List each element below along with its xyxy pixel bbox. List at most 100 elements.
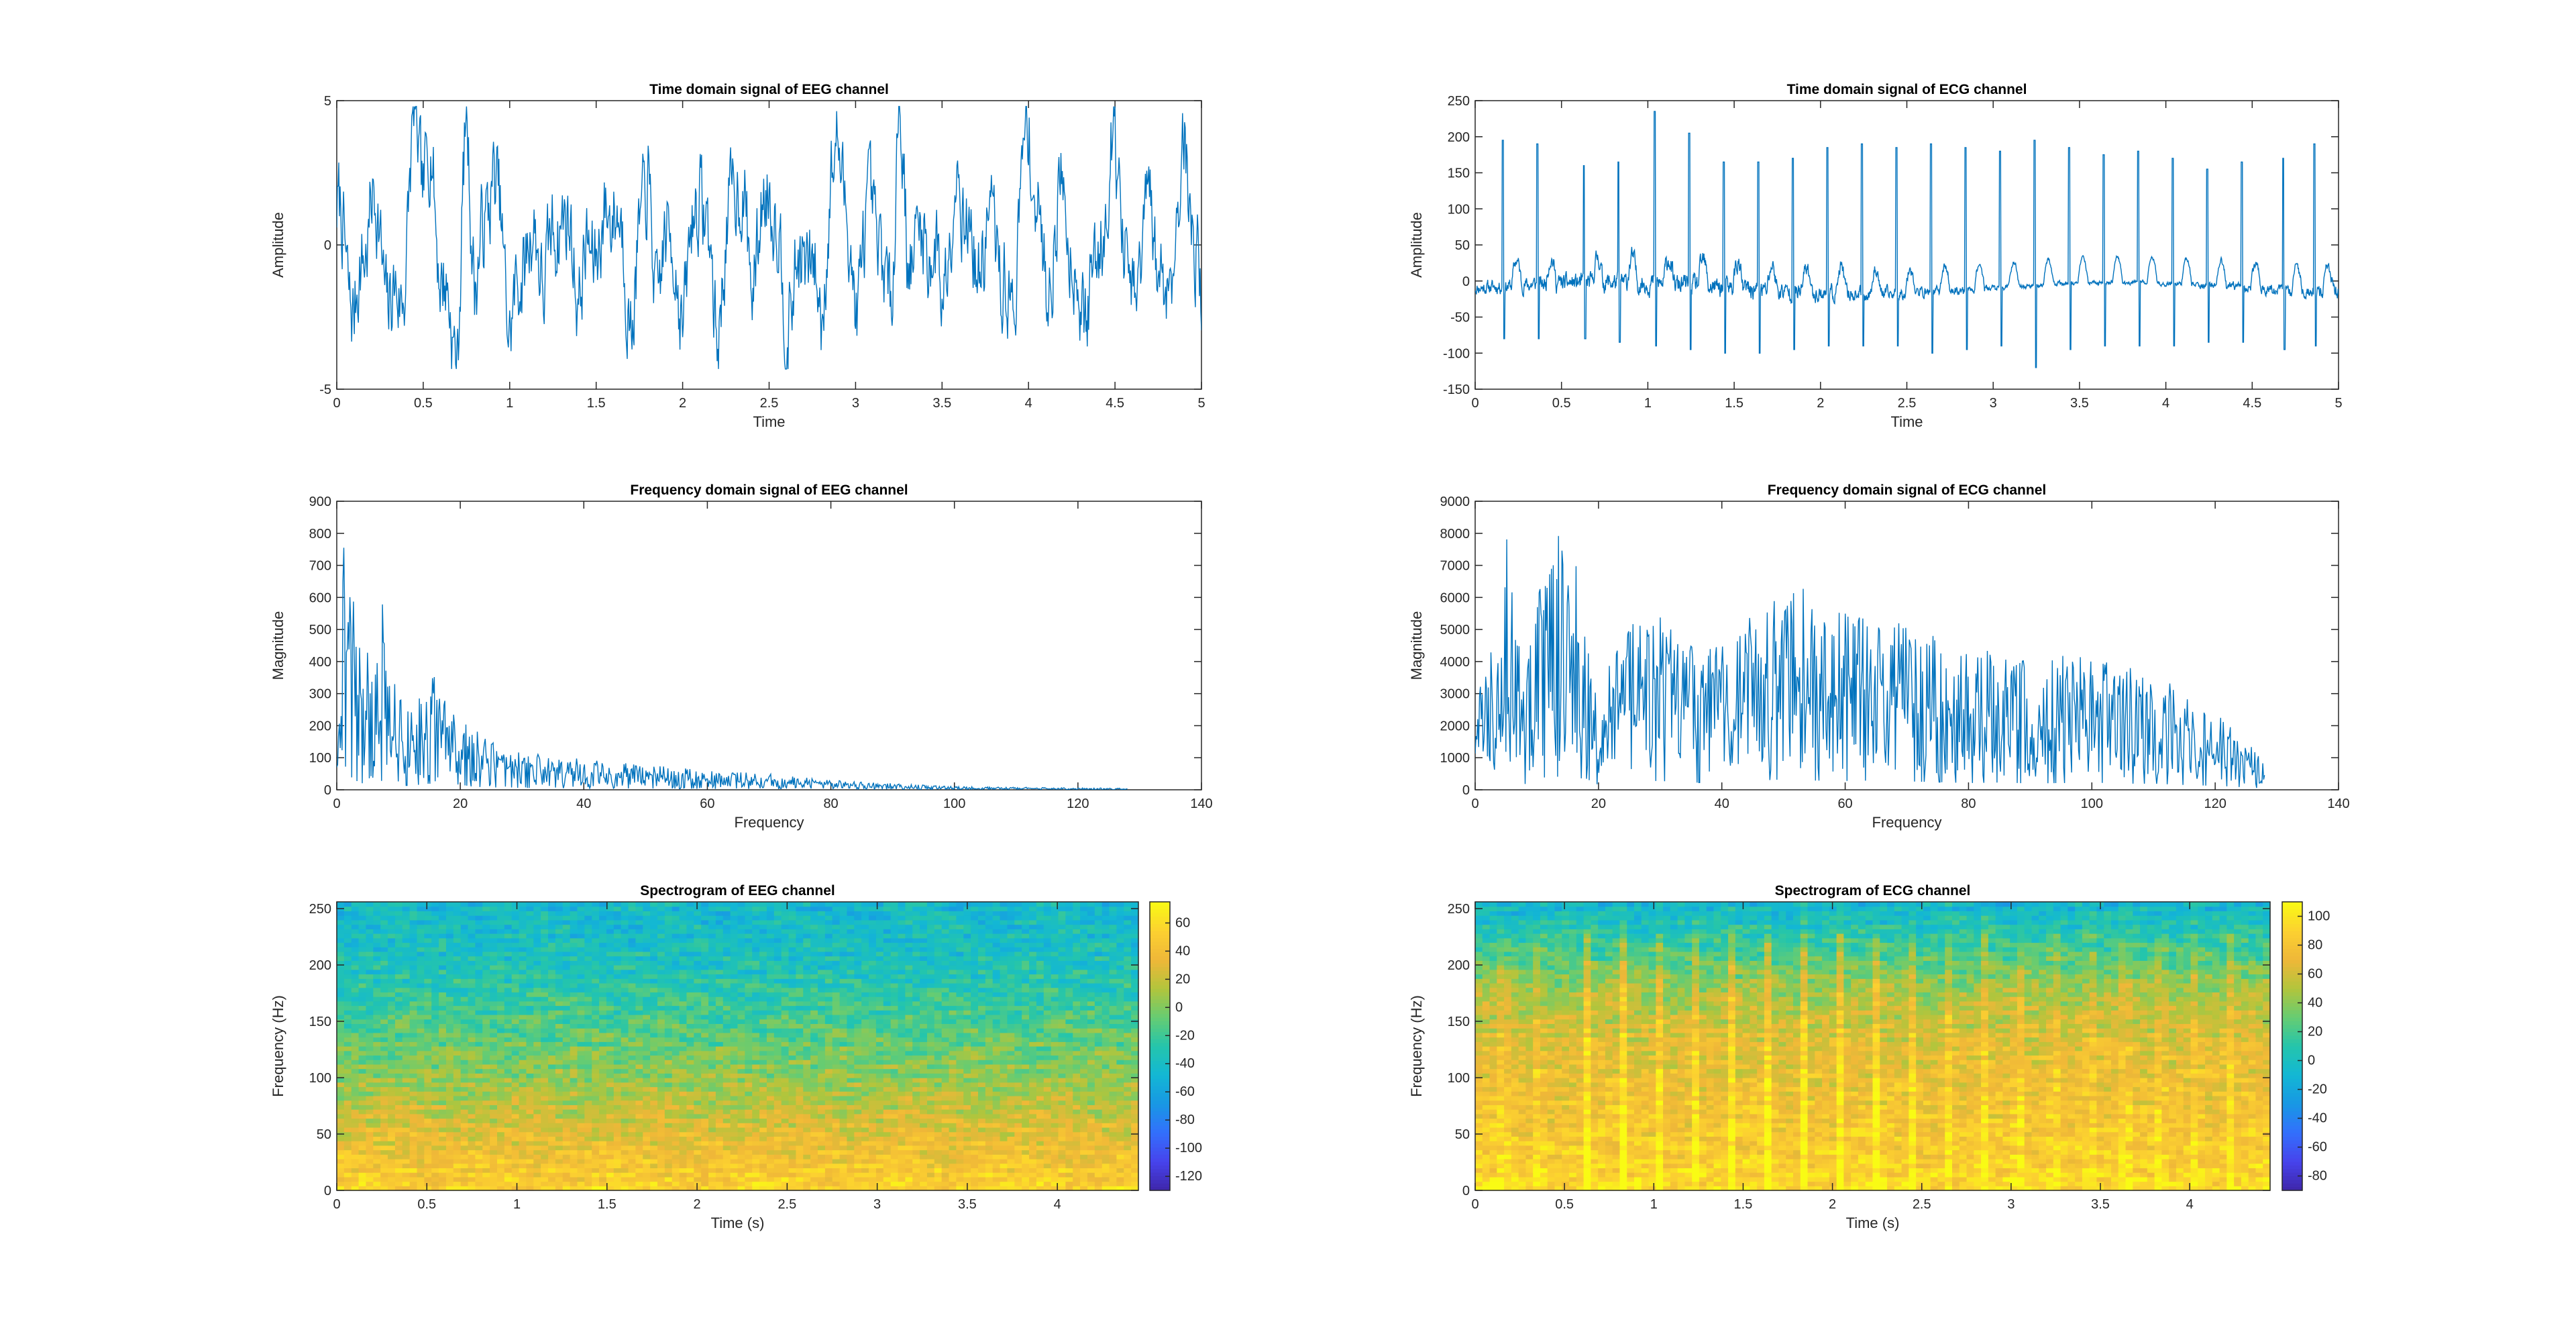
- eeg-spec-cell: [424, 1131, 432, 1137]
- eeg-spec-cell: [511, 1073, 520, 1078]
- eeg-spec-cell: [861, 1149, 869, 1155]
- eeg-spec-cell: [773, 1104, 782, 1110]
- eeg-spec-cell: [657, 1010, 665, 1015]
- eeg-spec-cell: [533, 1086, 541, 1092]
- eeg-spec-cell: [417, 1019, 425, 1025]
- eeg-spec-cell: [439, 1000, 447, 1007]
- eeg-spec-cell: [803, 1095, 811, 1101]
- eeg-spec-cell: [745, 1141, 753, 1146]
- eeg-spec-cell: [694, 933, 702, 939]
- eeg-spec-cell: [351, 1141, 360, 1146]
- eeg-spec-cell: [439, 1176, 447, 1182]
- eeg-spec-cell: [781, 956, 790, 961]
- eeg-spec-cell: [766, 1010, 775, 1015]
- eeg-spec-cell: [511, 1091, 520, 1096]
- eeg-spec-cell: [635, 1123, 643, 1128]
- eeg-spec-cell: [570, 1005, 578, 1011]
- eeg-spec-cell: [613, 974, 622, 979]
- eeg-spec-cell: [358, 1100, 367, 1105]
- eeg-spec-cell: [351, 942, 360, 947]
- eeg-spec-cell: [562, 1100, 571, 1105]
- eeg-spec-cell: [613, 937, 622, 943]
- eeg-spec-cell: [599, 1149, 607, 1155]
- eeg-spec-cell: [628, 1123, 637, 1128]
- eeg-spec-cell: [752, 1100, 760, 1105]
- eeg-spec-cell: [752, 1186, 760, 1191]
- eeg-spec-cell: [453, 902, 462, 907]
- eeg-spec-cell: [657, 1032, 665, 1038]
- eeg-spec-cell: [402, 937, 411, 943]
- eeg-spec-cell: [380, 992, 388, 997]
- eeg-spec-cell: [511, 1023, 520, 1029]
- eeg-spec-cell: [541, 919, 549, 925]
- eeg-spec-cell: [694, 974, 702, 979]
- eeg-spec-cell: [526, 1014, 534, 1020]
- eeg-spec-cell: [504, 1168, 513, 1173]
- eeg-spec-cell: [599, 1168, 607, 1173]
- eeg-spec-cell: [854, 1082, 862, 1088]
- eeg-spec-cell: [599, 1060, 607, 1065]
- eeg-spec-cell: [599, 965, 607, 970]
- eeg-spec-cell: [592, 1086, 600, 1092]
- eeg-spec-cell: [701, 1123, 709, 1128]
- eeg-spec-cell: [796, 1127, 804, 1133]
- eeg-spec-cell: [694, 1050, 702, 1056]
- eeg-spec-cell: [402, 1131, 411, 1137]
- eeg-spec-cell: [737, 919, 745, 925]
- eeg-spec-cell: [445, 1131, 454, 1137]
- eeg-spec-cell: [810, 960, 818, 966]
- eeg-spec-cell: [694, 1141, 702, 1146]
- eeg-spec-cell: [358, 974, 367, 979]
- eeg-spec-cell: [584, 1141, 592, 1146]
- eeg-spec-cell: [417, 937, 425, 943]
- eeg-spec-cell: [526, 1136, 534, 1141]
- eeg-spec-cell: [635, 965, 643, 970]
- eeg-spec-cell: [351, 1168, 360, 1173]
- eeg-spec-cell: [439, 1037, 447, 1042]
- eeg-spec-cell: [424, 1055, 432, 1060]
- eeg-spec-cell: [861, 1014, 869, 1020]
- eeg-spec-cell: [650, 960, 658, 966]
- eeg-spec-cell: [351, 1046, 360, 1051]
- eeg-spec-cell: [511, 1158, 520, 1164]
- eeg-spec-cell: [533, 1037, 541, 1042]
- eeg-spec-cell: [584, 1149, 592, 1155]
- eeg-spec-cell: [490, 1091, 498, 1096]
- eeg-spec-cell: [708, 1023, 716, 1029]
- eeg-spec-cell: [839, 1078, 848, 1083]
- eeg-spec-cell: [722, 1181, 731, 1186]
- ecg-freq-ytick-label: 7000: [1440, 559, 1470, 574]
- eeg-spec-cell: [424, 1158, 432, 1164]
- eeg-spec-cell: [737, 1113, 745, 1119]
- eeg-spec-cell: [643, 911, 651, 916]
- eeg-spec-cell: [664, 1158, 673, 1164]
- eeg-spec-cell: [773, 1032, 782, 1038]
- eeg-spec-cell: [737, 1127, 745, 1133]
- eeg-spec-cell: [599, 1078, 607, 1083]
- eeg-spec-cell: [482, 1104, 490, 1110]
- eeg-spec-cell: [358, 1010, 367, 1015]
- eeg-spec-cell: [468, 1136, 476, 1141]
- eeg-spec-cell: [497, 902, 505, 907]
- eeg-spec-cell: [861, 1158, 869, 1164]
- eeg-spec-cell: [759, 1145, 767, 1151]
- eeg-spec-cell: [745, 1100, 753, 1105]
- eeg-spec-cell: [694, 1109, 702, 1115]
- eeg-spec-cell: [861, 1168, 869, 1173]
- eeg-spec-cell: [394, 951, 403, 957]
- eeg-spec-cell: [366, 1010, 374, 1015]
- eeg-spec-cell: [759, 1078, 767, 1083]
- eeg-spec-cell: [722, 1032, 731, 1038]
- eeg-spec-cell: [475, 902, 483, 907]
- eeg-spec-cell: [562, 911, 571, 916]
- eeg-spec-cell: [621, 919, 629, 925]
- eeg-spec-cell: [599, 1104, 607, 1110]
- eeg-spec-cell: [803, 1154, 811, 1160]
- eeg-spec-cell: [650, 929, 658, 934]
- eeg-spec-cell: [818, 937, 826, 943]
- eeg-spec-cell: [752, 919, 760, 925]
- eeg-spec-cell: [431, 987, 439, 992]
- eeg-spec-cell: [869, 937, 877, 943]
- eeg-spec-cell: [351, 902, 360, 907]
- eeg-spec-cell: [562, 956, 571, 961]
